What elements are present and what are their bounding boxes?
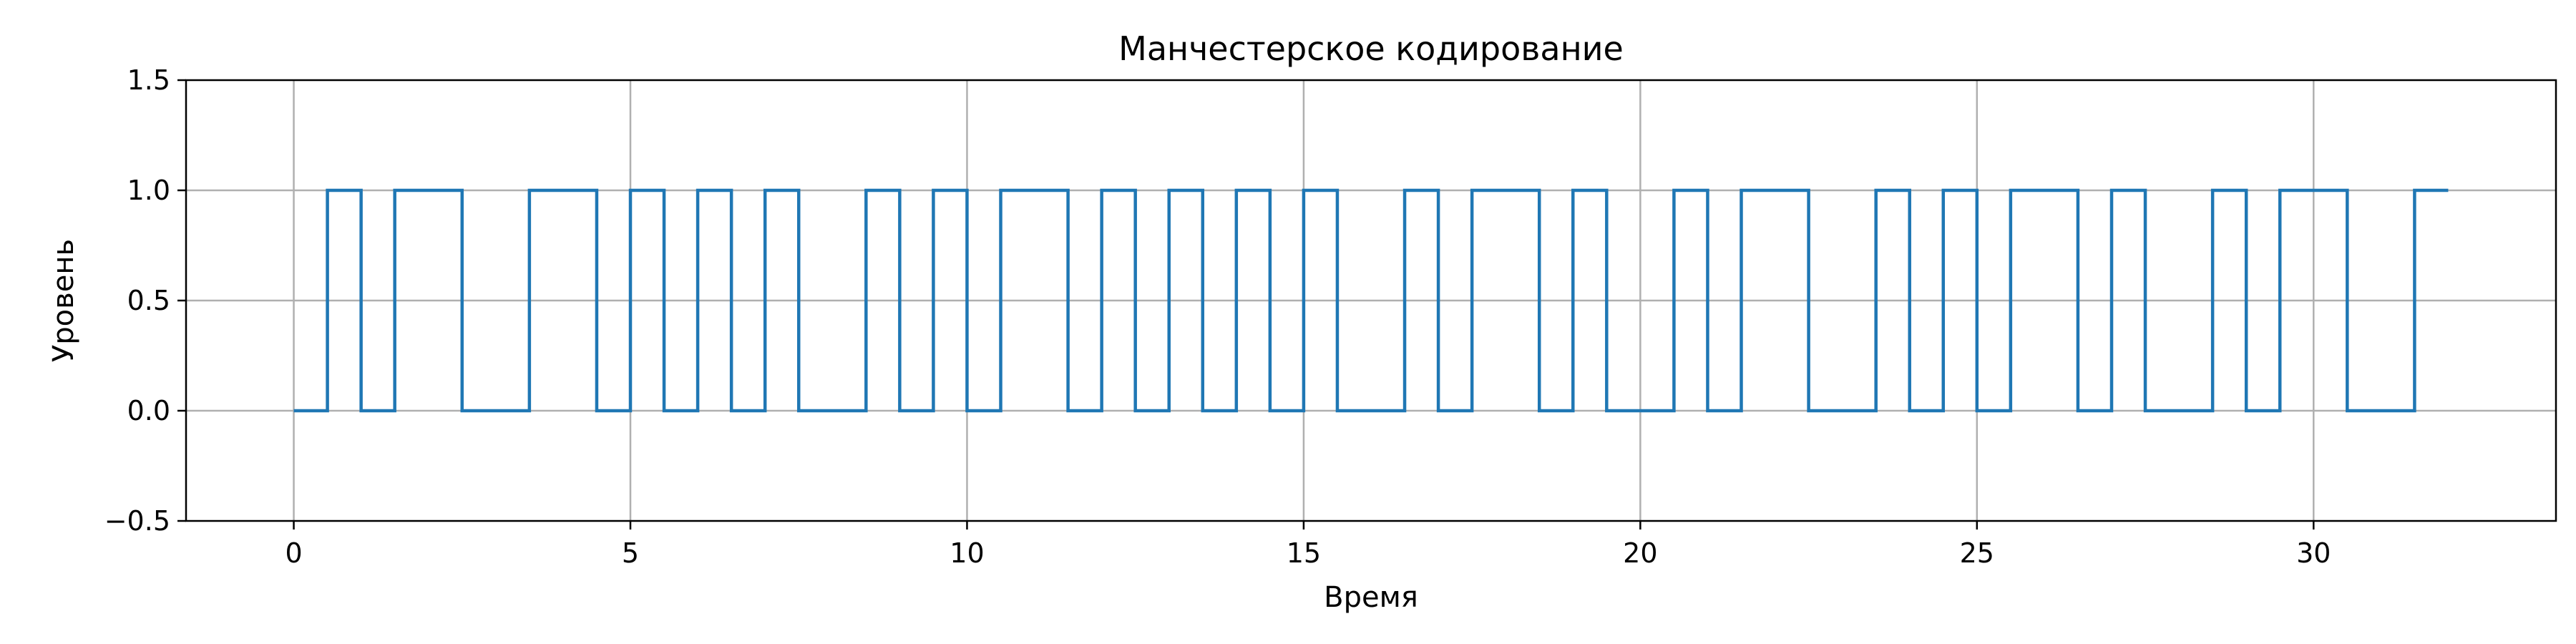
ticks: 0 5 10 15 20 25 30 −0.5 0.0 0.5 1.0 1.5 (104, 64, 2331, 569)
y-tick-label: −0.5 (104, 505, 170, 537)
x-tick-label: 30 (2296, 537, 2331, 569)
y-tick-label: 1.0 (127, 175, 170, 206)
series-layer (293, 188, 2449, 413)
x-tick-label: 0 (285, 537, 302, 569)
y-tick-label: 1.5 (127, 64, 170, 96)
signal-line (293, 188, 2449, 413)
x-tick-label: 20 (1623, 537, 1657, 569)
x-tick-label: 5 (622, 537, 639, 569)
y-axis-label: Уровень (47, 239, 80, 362)
x-tick-label: 10 (950, 537, 984, 569)
y-tick-label: 0.0 (127, 395, 170, 426)
x-tick-label: 15 (1287, 537, 1321, 569)
x-axis-label: Время (1324, 581, 1418, 614)
chart-title: Манчестерское кодирование (1118, 29, 1624, 68)
x-tick-label: 25 (1960, 537, 1994, 569)
y-tick-label: 0.5 (127, 285, 170, 316)
